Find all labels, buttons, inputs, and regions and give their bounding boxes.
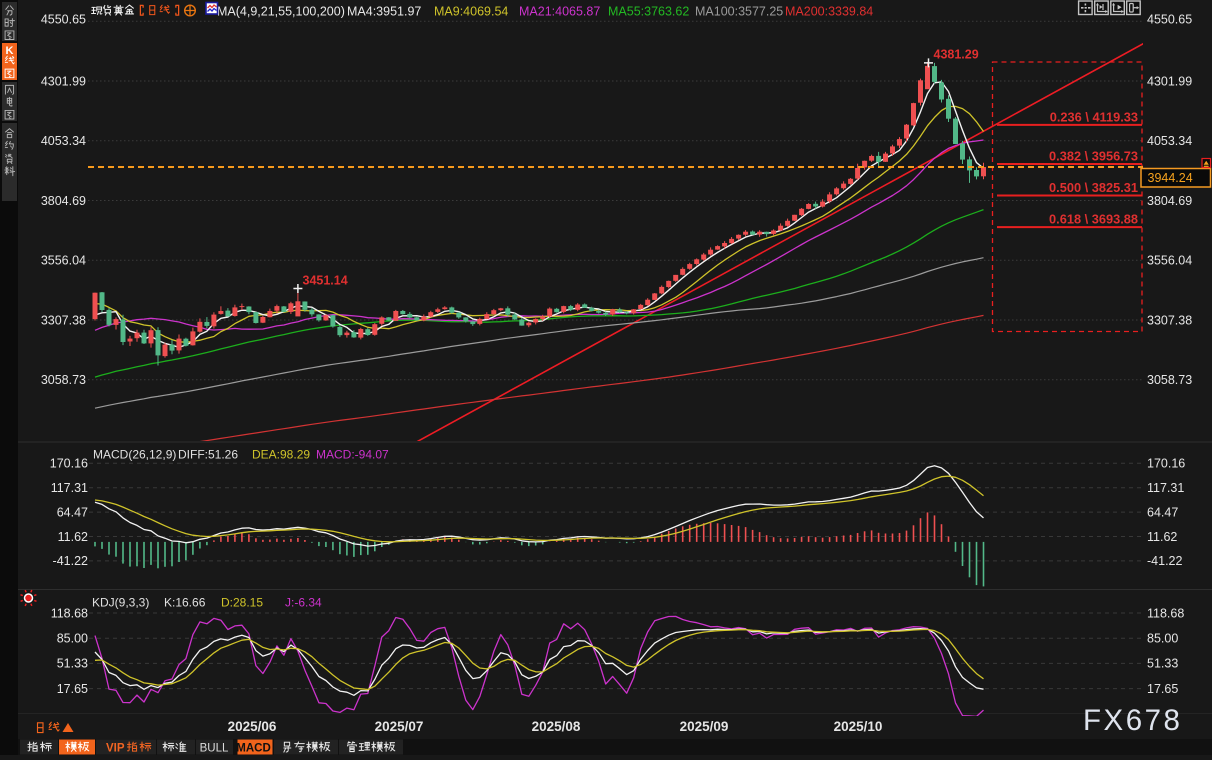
svg-text:4381.29: 4381.29 (934, 48, 979, 62)
svg-text:4053.34: 4053.34 (1147, 134, 1192, 148)
svg-text:MA21:4065.87: MA21:4065.87 (519, 5, 600, 19)
svg-text:170.16: 170.16 (1147, 457, 1185, 471)
svg-text:KDJ(9,3,3): KDJ(9,3,3) (92, 596, 149, 610)
svg-text:3556.04: 3556.04 (1147, 254, 1192, 268)
svg-text:3058.73: 3058.73 (41, 373, 86, 387)
svg-text:4550.65: 4550.65 (1147, 12, 1192, 26)
svg-text:0.500 \ 3825.31: 0.500 \ 3825.31 (1049, 180, 1138, 195)
svg-text:3307.38: 3307.38 (1147, 313, 1192, 327)
svg-text:MA200:3339.84: MA200:3339.84 (785, 5, 873, 19)
svg-text:BULL: BULL (200, 743, 229, 755)
svg-text:MACD(26,12,9): MACD(26,12,9) (93, 448, 176, 462)
svg-text:0.236 \ 4119.33: 0.236 \ 4119.33 (1050, 109, 1138, 124)
svg-text:51.33: 51.33 (57, 657, 88, 671)
svg-text:MACD:-94.07: MACD:-94.07 (316, 448, 389, 462)
svg-text:17.65: 17.65 (1147, 682, 1178, 696)
svg-text:2025/10: 2025/10 (834, 719, 883, 734)
svg-text:3944.24: 3944.24 (1148, 171, 1193, 185)
svg-text:11.62: 11.62 (58, 530, 88, 544)
svg-text:MA9:4069.54: MA9:4069.54 (434, 5, 508, 19)
svg-text:FX678: FX678 (1083, 704, 1182, 737)
svg-text:64.47: 64.47 (57, 505, 88, 519)
svg-text:118.68: 118.68 (1147, 606, 1184, 620)
svg-text:118.68: 118.68 (51, 606, 88, 620)
svg-text:170.16: 170.16 (50, 457, 88, 471)
svg-text:3556.04: 3556.04 (41, 254, 86, 268)
svg-text:MA55:3763.62: MA55:3763.62 (608, 5, 689, 19)
svg-text:117.31: 117.31 (1147, 481, 1184, 495)
svg-text:4053.34: 4053.34 (41, 134, 86, 148)
svg-text:4301.99: 4301.99 (1147, 74, 1192, 88)
svg-text:2025/09: 2025/09 (680, 719, 729, 734)
svg-text:85.00: 85.00 (1147, 632, 1178, 646)
svg-text:K: K (6, 45, 14, 57)
svg-text:4550.65: 4550.65 (41, 12, 86, 26)
svg-text:2025/08: 2025/08 (532, 719, 581, 734)
svg-text:K:16.66: K:16.66 (164, 596, 206, 610)
svg-text:D:28.15: D:28.15 (221, 596, 263, 610)
svg-text:DIFF:51.26: DIFF:51.26 (178, 448, 238, 462)
svg-text:0.382 \ 3956.73: 0.382 \ 3956.73 (1049, 149, 1138, 164)
svg-text:117.31: 117.31 (51, 481, 88, 495)
svg-text:MA(4,9,21,55,100,200): MA(4,9,21,55,100,200) (217, 5, 345, 19)
svg-text:51.33: 51.33 (1147, 657, 1178, 671)
svg-text:MA4:3951.97: MA4:3951.97 (347, 5, 421, 19)
svg-text:VIP: VIP (106, 743, 125, 755)
svg-text:11.62: 11.62 (1147, 530, 1177, 544)
svg-text:3804.69: 3804.69 (1147, 194, 1192, 208)
svg-text:J:-6.34: J:-6.34 (285, 596, 322, 610)
svg-text:0.618 \ 3693.88: 0.618 \ 3693.88 (1049, 212, 1138, 227)
svg-text:2025/07: 2025/07 (375, 719, 424, 734)
svg-text:3451.14: 3451.14 (303, 274, 348, 288)
svg-text:4301.99: 4301.99 (41, 74, 86, 88)
svg-text:MACD: MACD (236, 743, 271, 755)
svg-text:-41.22: -41.22 (1147, 554, 1182, 568)
svg-text:3058.73: 3058.73 (1147, 373, 1192, 387)
svg-text:17.65: 17.65 (57, 682, 88, 696)
svg-text:MA100:3577.25: MA100:3577.25 (695, 5, 783, 19)
svg-text:3307.38: 3307.38 (41, 313, 86, 327)
svg-text:2025/06: 2025/06 (228, 719, 277, 734)
svg-text:-41.22: -41.22 (53, 554, 88, 568)
svg-text:85.00: 85.00 (57, 632, 88, 646)
svg-text:64.47: 64.47 (1147, 505, 1178, 519)
svg-text:3804.69: 3804.69 (41, 194, 86, 208)
svg-text:DEA:98.29: DEA:98.29 (252, 448, 310, 462)
